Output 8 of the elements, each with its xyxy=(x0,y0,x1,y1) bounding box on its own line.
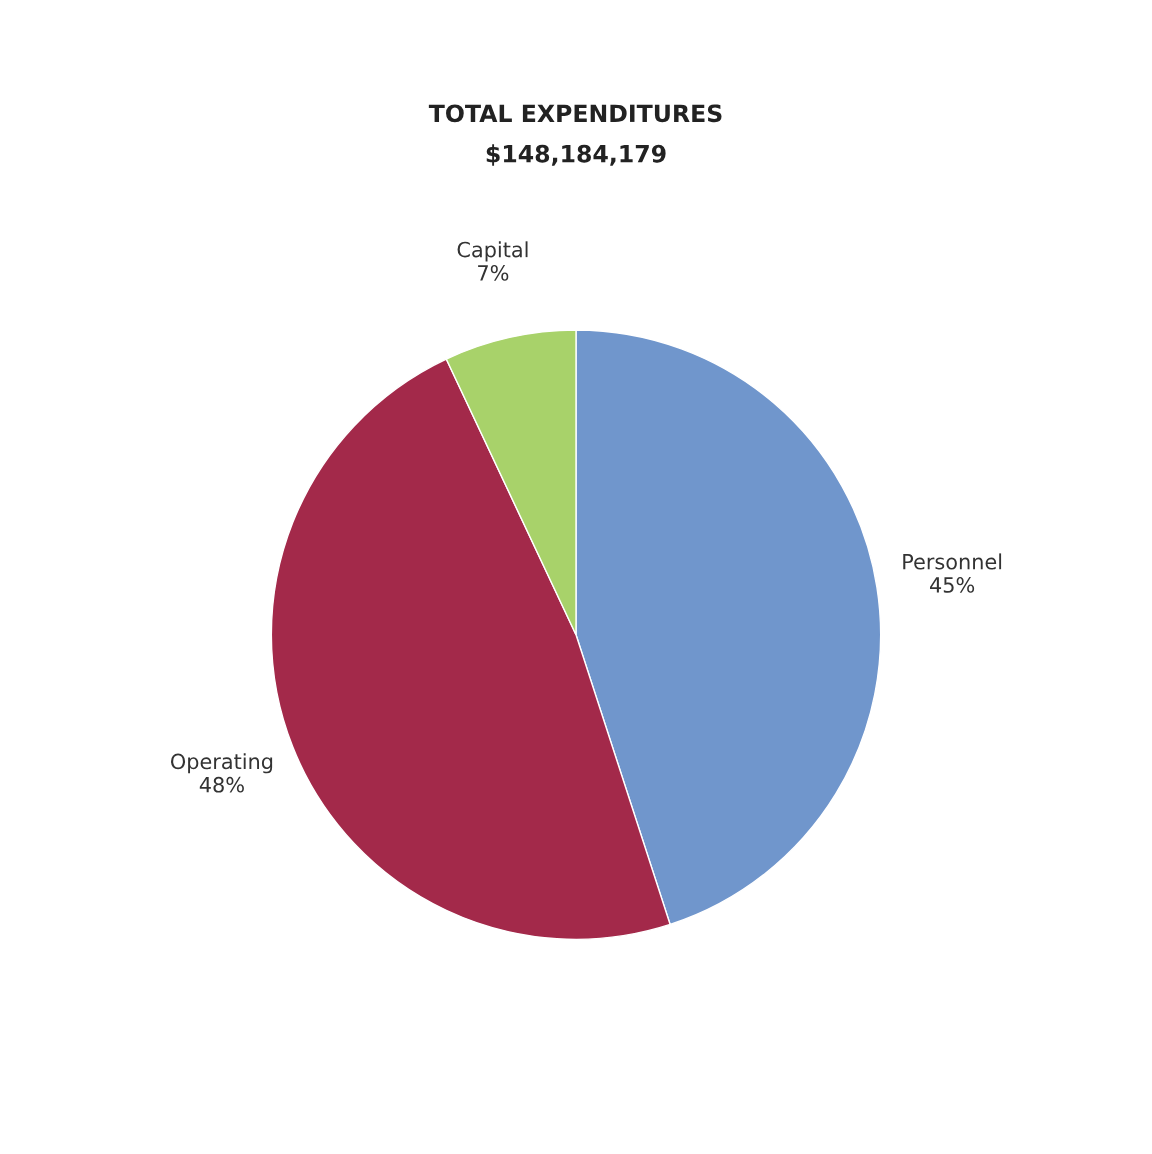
chart-subtitle: $148,184,179 xyxy=(486,144,666,166)
slice-label: Personnel xyxy=(903,553,1002,570)
data-label: 48% xyxy=(199,776,244,793)
data-label: 7% xyxy=(478,265,509,281)
slice-label: Operating xyxy=(171,753,273,774)
data-label: 45% xyxy=(930,577,975,593)
slice-label: Capital xyxy=(457,241,528,262)
chart-title: TOTAL EXPENDITURES xyxy=(428,104,722,123)
